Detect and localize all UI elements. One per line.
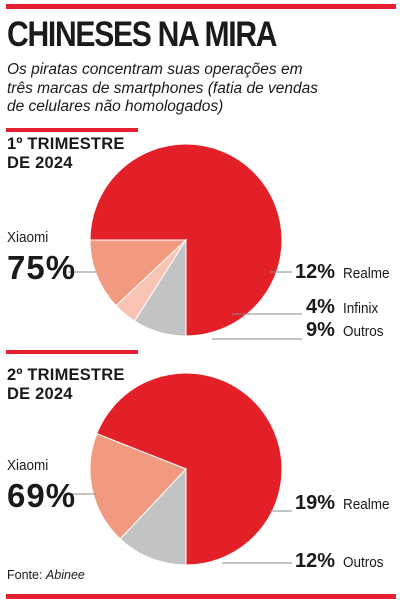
chart-subtitle: Os piratas concentram suas operações em … — [7, 61, 319, 115]
section-rule-q1 — [6, 128, 138, 132]
legend-outros-q2: 12% Outros — [295, 550, 389, 573]
period-title-q1: 1º TRIMESTRE DE 2024 — [7, 135, 125, 172]
value-xiaomi-q1: 75% — [7, 249, 77, 286]
value-xiaomi-q2: 69% — [7, 477, 77, 514]
label-outros-q1: Outros — [343, 323, 384, 340]
label-realme-q2: Realme — [343, 496, 391, 513]
bottom-rule — [6, 594, 396, 599]
label-realme-q1: Realme — [343, 265, 391, 282]
source-name: Abinee — [45, 568, 85, 582]
pie-slice-realme — [89, 433, 187, 540]
top-rule — [6, 4, 396, 9]
value-outros-q1: 9% — [306, 319, 335, 341]
label-infinix-q1: Infinix — [343, 300, 379, 317]
label-outros-q2: Outros — [343, 554, 384, 571]
chart-title: CHINESES NA MIRA — [7, 15, 278, 54]
value-realme-q2: 19% — [295, 492, 336, 514]
pie-slice-xiaomi — [89, 143, 283, 337]
source-note: Fonte: Abinee — [7, 568, 85, 582]
period-title-q2: 2º TRIMESTRE DE 2024 — [7, 366, 125, 403]
label-xiaomi-q1: Xiaomi — [7, 229, 49, 246]
legend-realme-q1: 12% Realme — [295, 261, 395, 284]
pie-slice-realme — [89, 239, 188, 307]
pie-slice-xiaomi — [96, 372, 283, 566]
value-infinix-q1: 4% — [306, 296, 335, 318]
source-label: Fonte: — [7, 568, 43, 582]
section-rule-q2 — [6, 350, 138, 354]
value-realme-q1: 12% — [295, 261, 336, 283]
value-outros-q2: 12% — [295, 550, 336, 572]
legend-realme-q2: 19% Realme — [295, 492, 395, 515]
pie-slice-outros — [119, 467, 187, 566]
label-xiaomi-q2: Xiaomi — [7, 457, 49, 474]
legend-outros-q1: 9% Outros — [306, 319, 388, 342]
pie-slice-outros — [133, 238, 187, 337]
legend-infinix-q1: 4% Infinix — [306, 296, 383, 319]
